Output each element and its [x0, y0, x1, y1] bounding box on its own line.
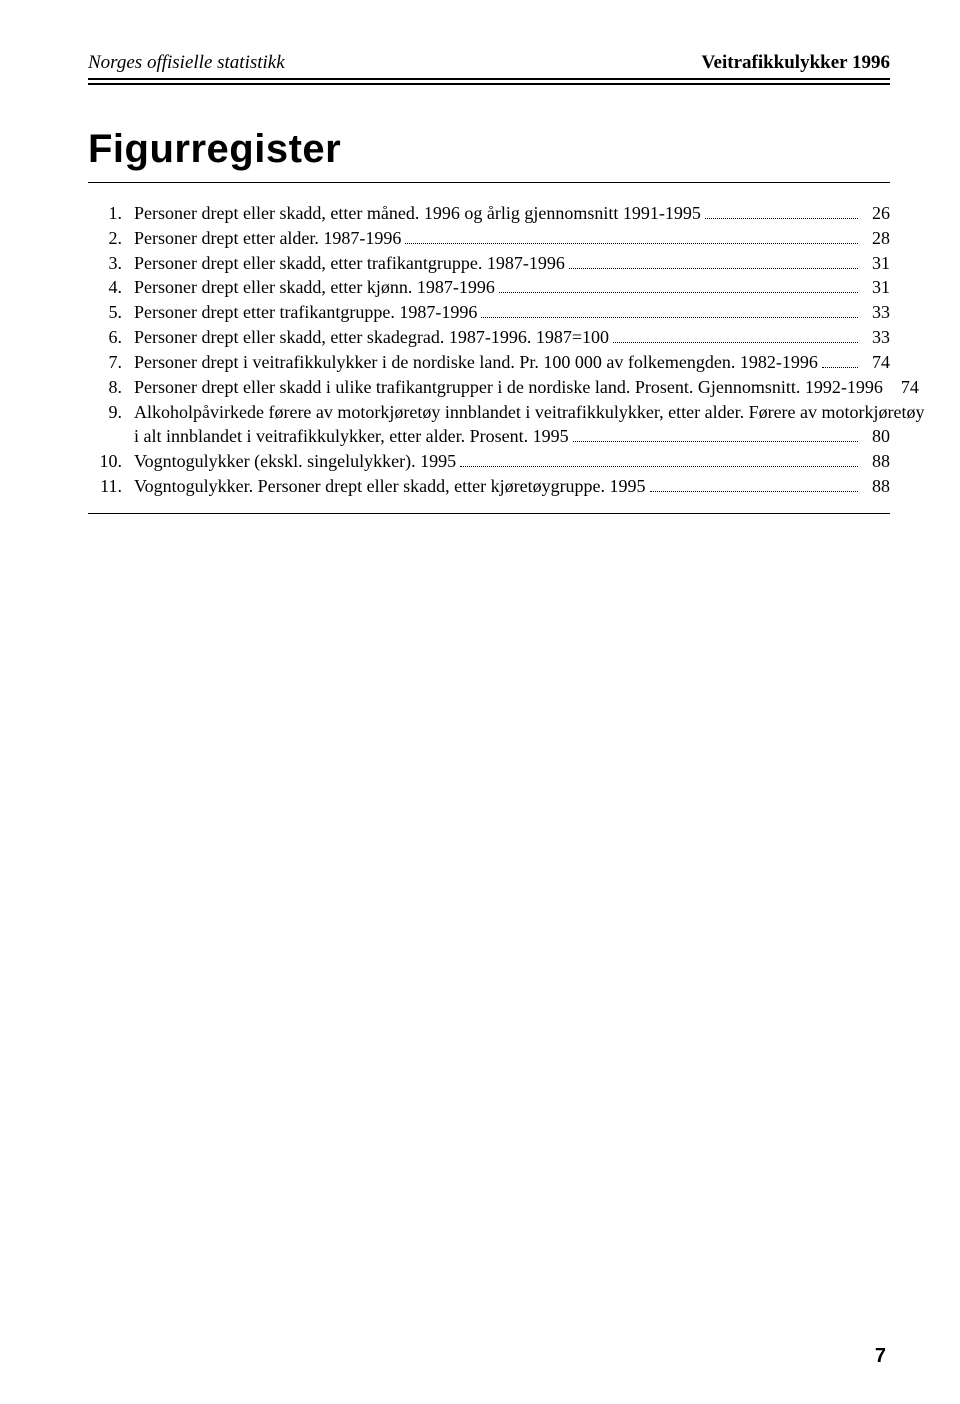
figure-index-list: 1.Personer drept eller skadd, etter måne…	[88, 201, 890, 499]
toc-leader-dots	[481, 301, 858, 318]
toc-row: 2.Personer drept etter alder. 1987-1996 2…	[88, 226, 890, 251]
toc-row: 5.Personer drept etter trafikantgruppe. …	[88, 300, 890, 325]
toc-page: 33	[862, 325, 890, 350]
toc-label: Vogntogulykker. Personer drept eller ska…	[134, 474, 646, 499]
toc-page: 80	[862, 424, 890, 449]
toc-page: 31	[862, 251, 890, 276]
toc-row: 11.Vogntogulykker. Personer drept eller …	[88, 474, 890, 499]
toc-label: Alkoholpåvirkede førere av motorkjøretøy…	[134, 400, 925, 425]
toc-number: 11.	[88, 474, 134, 499]
toc-number: 7.	[88, 350, 134, 375]
header-right: Veitrafikkulykker 1996	[702, 52, 890, 74]
toc-label: Personer drept eller skadd, etter trafik…	[134, 251, 565, 276]
toc-row: 8.Personer drept eller skadd i ulike tra…	[88, 375, 890, 400]
toc-leader-dots	[569, 251, 858, 268]
header-left: Norges offisielle statistikk	[88, 52, 285, 74]
toc-leader-dots	[405, 227, 858, 244]
toc-label: Personer drept eller skadd, etter kjønn.…	[134, 275, 495, 300]
section-title: Figurregister	[88, 127, 890, 172]
toc-number: 1.	[88, 201, 134, 226]
toc-page: 33	[862, 300, 890, 325]
title-rule	[88, 182, 890, 183]
toc-page: 26	[862, 201, 890, 226]
page-number: 7	[875, 1345, 886, 1368]
toc-leader-dots	[499, 276, 858, 293]
toc-leader-dots	[573, 425, 858, 442]
toc-leader-dots	[650, 475, 858, 492]
toc-page: 74	[891, 375, 919, 400]
toc-label: Personer drept eller skadd, etter skadeg…	[134, 325, 609, 350]
toc-page: 88	[862, 474, 890, 499]
running-header: Norges offisielle statistikk Veitrafikku…	[88, 52, 890, 74]
toc-page: 28	[862, 226, 890, 251]
toc-number: 3.	[88, 251, 134, 276]
toc-page: 31	[862, 275, 890, 300]
toc-label: Personer drept eller skadd i ulike trafi…	[134, 375, 883, 400]
toc-row: 9.Alkoholpåvirkede førere av motorkjøret…	[88, 400, 890, 425]
toc-page: 74	[862, 350, 890, 375]
toc-row: i alt innblandet i veitrafikkulykker, et…	[88, 424, 890, 449]
toc-number: 9.	[88, 400, 134, 425]
toc-number: 5.	[88, 300, 134, 325]
toc-row: 1.Personer drept eller skadd, etter måne…	[88, 201, 890, 226]
toc-label: Personer drept etter trafikantgruppe. 19…	[134, 300, 477, 325]
toc-row: 6.Personer drept eller skadd, etter skad…	[88, 325, 890, 350]
toc-row: 10.Vogntogulykker (ekskl. singelulykker)…	[88, 449, 890, 474]
toc-row: 7.Personer drept i veitrafikkulykker i d…	[88, 350, 890, 375]
toc-row: 3.Personer drept eller skadd, etter traf…	[88, 251, 890, 276]
toc-leader-dots	[822, 351, 858, 368]
toc-number: 2.	[88, 226, 134, 251]
toc-label: Personer drept etter alder. 1987-1996	[134, 226, 401, 251]
toc-page: 88	[862, 449, 890, 474]
toc-leader-dots	[613, 326, 858, 343]
toc-number: 8.	[88, 375, 134, 400]
toc-number: 10.	[88, 449, 134, 474]
toc-leader-dots	[460, 450, 858, 467]
end-rule	[88, 513, 890, 514]
toc-row: 4.Personer drept eller skadd, etter kjøn…	[88, 275, 890, 300]
toc-number: 4.	[88, 275, 134, 300]
toc-leader-dots	[705, 202, 858, 219]
header-rule-bottom	[88, 83, 890, 85]
toc-label: i alt innblandet i veitrafikkulykker, et…	[134, 424, 569, 449]
toc-label: Personer drept eller skadd, etter måned.…	[134, 201, 701, 226]
page-root: Norges offisielle statistikk Veitrafikku…	[0, 0, 960, 1404]
toc-number: 6.	[88, 325, 134, 350]
toc-label: Vogntogulykker (ekskl. singelulykker). 1…	[134, 449, 456, 474]
toc-label: Personer drept i veitrafikkulykker i de …	[134, 350, 818, 375]
